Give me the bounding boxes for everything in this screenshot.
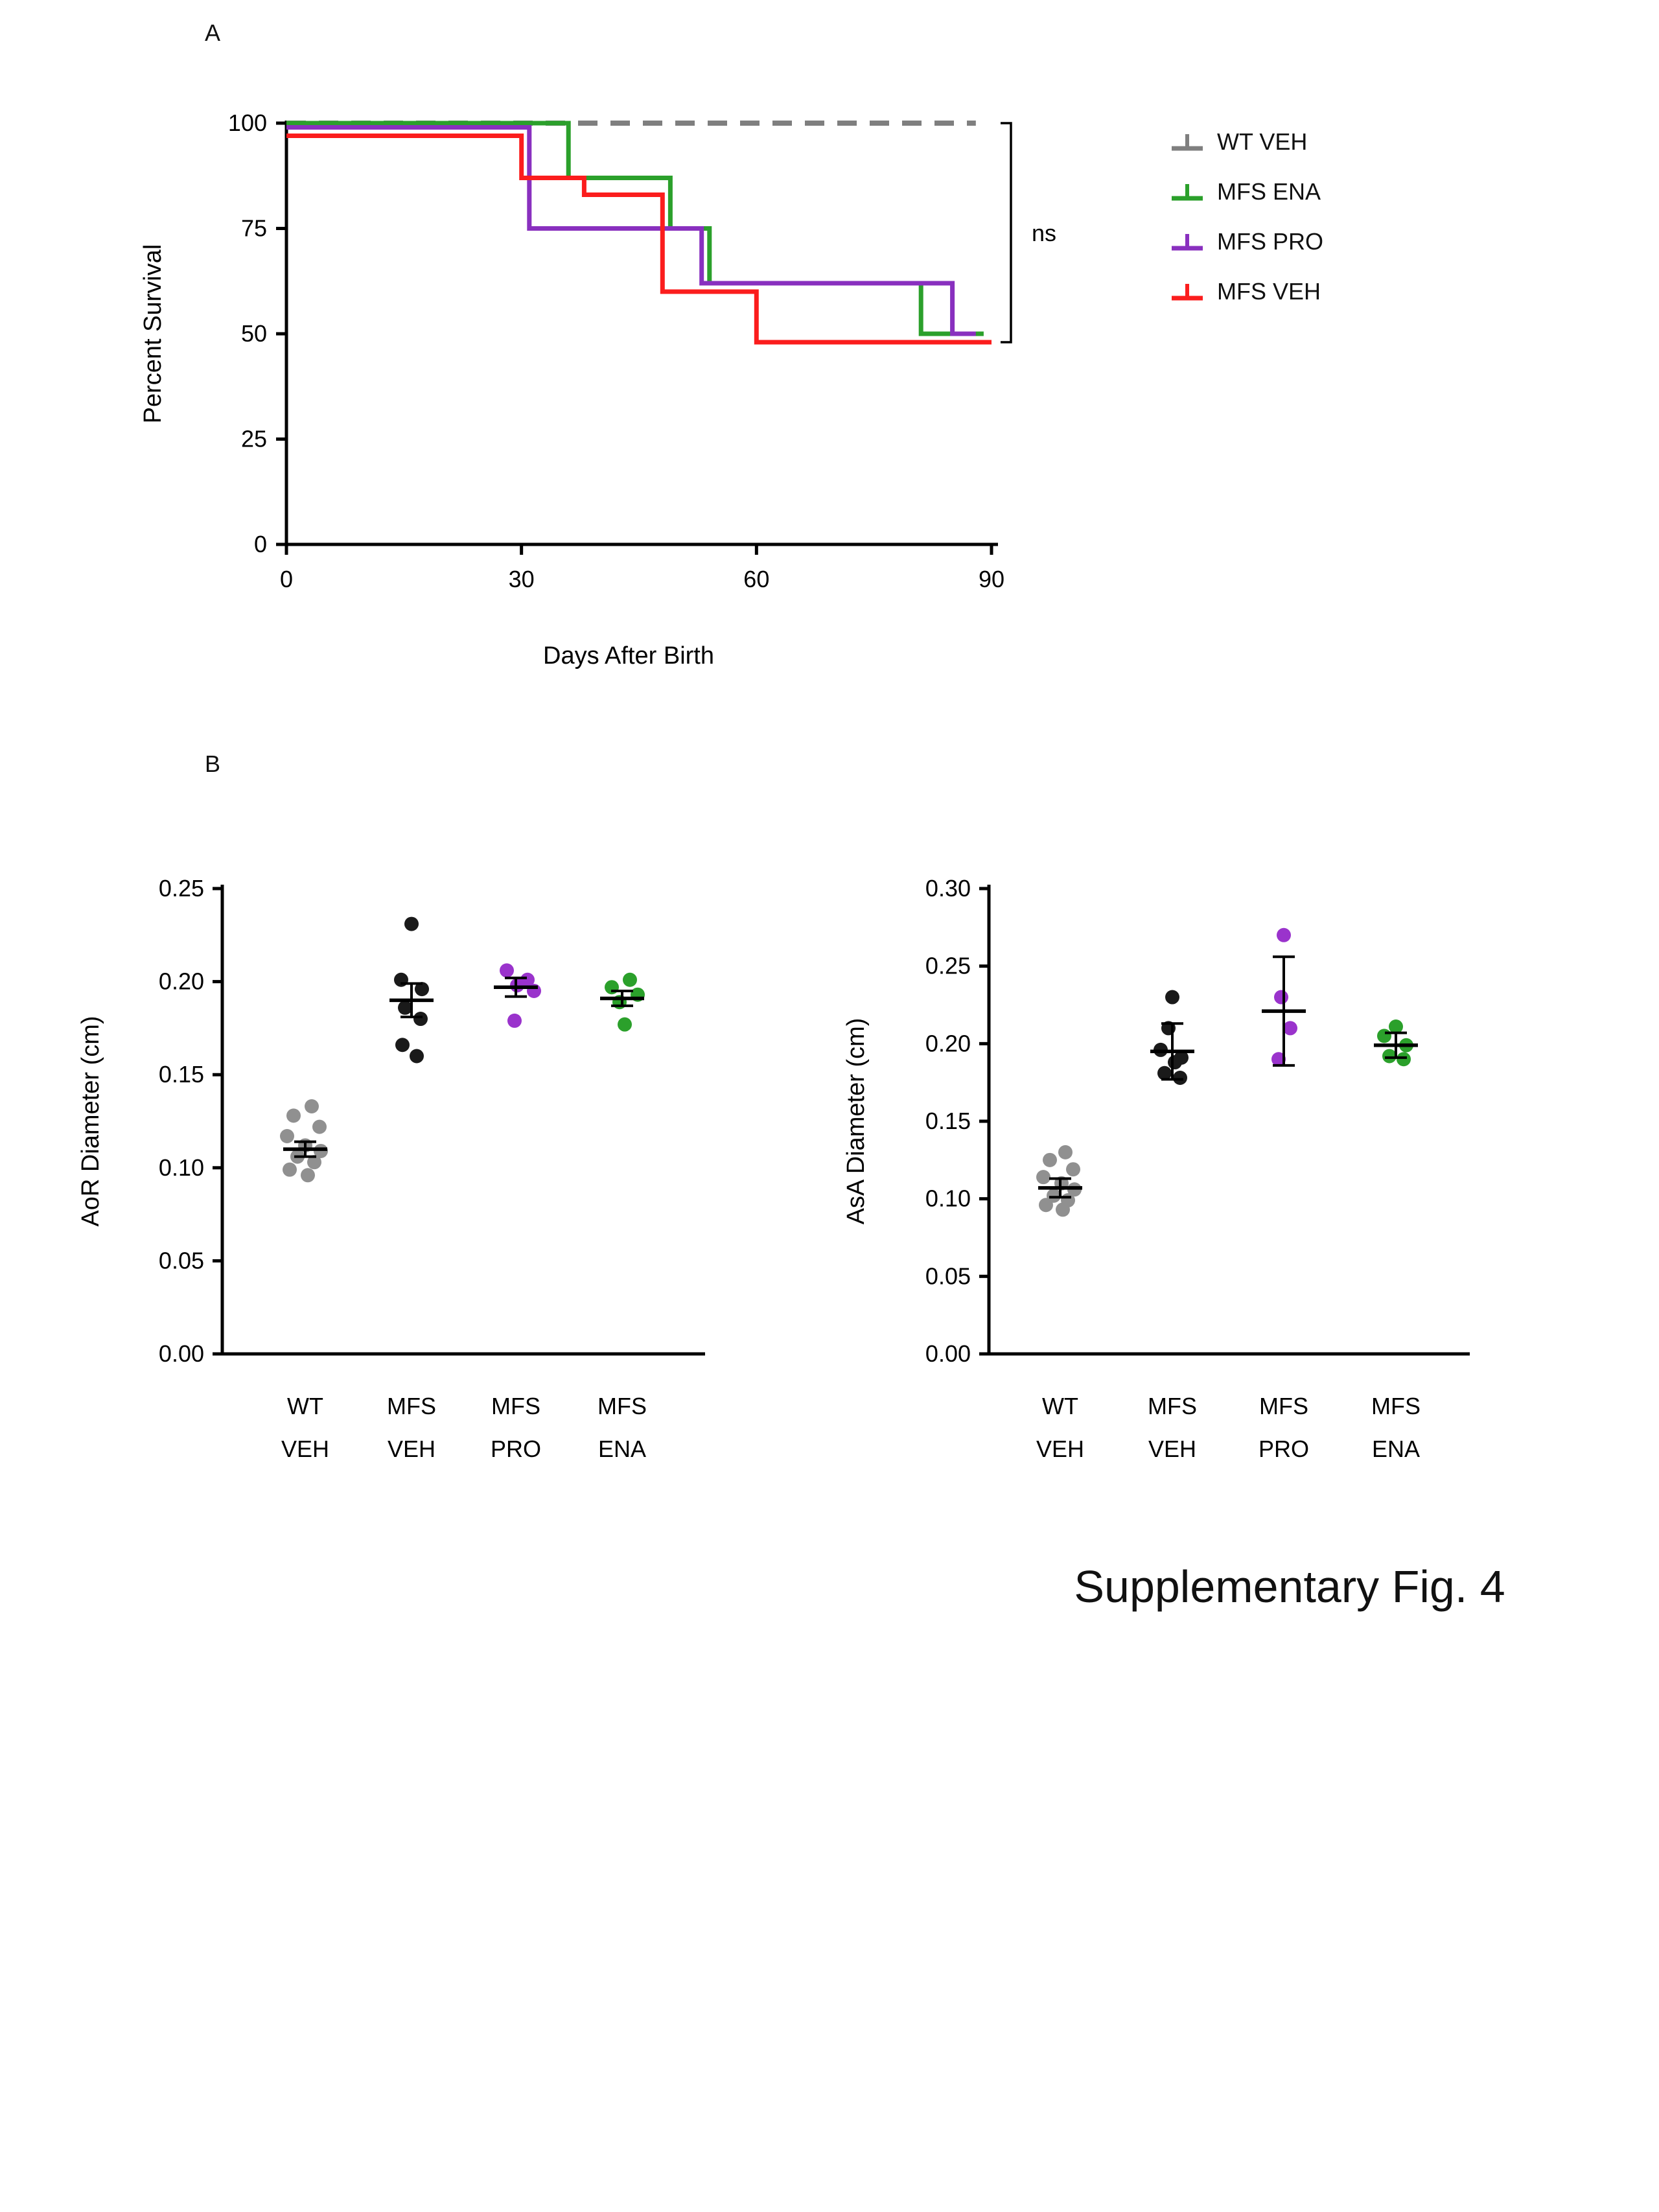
aor-y-axis-title: AoR Diameter (cm): [77, 1016, 104, 1226]
asa-data-point: [1173, 1070, 1187, 1085]
aor-data-point: [413, 1012, 428, 1027]
panel-b-label: B: [205, 751, 221, 777]
legend-item-mfs-ena: MFS ENA: [1166, 177, 1323, 207]
survival-y-tick-label: 25: [241, 426, 267, 452]
aor-data-point: [507, 1013, 522, 1028]
asa-y-tick-label: 0.00: [925, 1340, 971, 1367]
aor-data-point: [623, 972, 637, 987]
legend-label: MFS ENA: [1217, 178, 1321, 205]
asa-category-label: MFS: [1259, 1393, 1308, 1419]
survival-legend: WT VEH MFS ENA MFS PRO MFS VEH: [1166, 127, 1323, 327]
aor-data-point: [280, 1128, 294, 1143]
aor-category-label: MFS: [387, 1393, 436, 1419]
asa-data-point: [1168, 1055, 1182, 1070]
legend-label: WT VEH: [1217, 128, 1308, 155]
asa-data-point: [1274, 990, 1288, 1005]
legend-marker-icon: [1172, 184, 1203, 201]
survival-line-mfs-pro: [286, 125, 976, 336]
asa-category-label: VEH: [1036, 1436, 1084, 1462]
asa-category-label: PRO: [1259, 1436, 1309, 1462]
aor-data-point: [312, 1119, 327, 1134]
aor-y-tick-label: 0.15: [159, 1061, 204, 1088]
survival-x-tick-label: 90: [979, 566, 1004, 592]
asa-data-point: [1283, 1021, 1297, 1036]
asa-data-point: [1056, 1202, 1070, 1217]
asa-data-point: [1377, 1029, 1391, 1043]
aor-data-point: [283, 1162, 297, 1177]
aor-data-point: [307, 1155, 321, 1170]
panel-a-label: A: [205, 19, 221, 46]
aor-data-point: [301, 1168, 315, 1183]
asa-data-point: [1066, 1162, 1080, 1177]
survival-y-tick-label: 100: [228, 110, 267, 136]
asa-category-label: VEH: [1148, 1436, 1196, 1462]
aor-data-point: [500, 963, 514, 978]
asa-data-point: [1277, 927, 1291, 942]
legend-marker-icon: [1172, 284, 1203, 301]
survival-x-tick-label: 60: [743, 566, 769, 592]
legend-item-mfs-veh: MFS VEH: [1166, 277, 1323, 307]
survival-y-tick-label: 50: [241, 320, 267, 347]
aor-category-label: MFS: [597, 1393, 647, 1419]
survival-x-axis-title: Days After Birth: [543, 642, 714, 669]
asa-data-point: [1157, 1065, 1172, 1080]
legend-marker-icon: [1172, 134, 1203, 151]
asa-category-label: WT: [1042, 1393, 1078, 1419]
survival-line-mfs-veh: [286, 134, 992, 345]
survival-x-tick-label: 30: [509, 566, 535, 592]
asa-y-axis-title: AsA Diameter (cm): [842, 1018, 870, 1225]
asa-category-label: ENA: [1372, 1436, 1420, 1462]
asa-data-point: [1039, 1198, 1053, 1213]
aor-data-point: [404, 916, 419, 931]
aor-y-tick-label: 0.20: [159, 968, 204, 995]
aor-data-point: [398, 1000, 412, 1015]
aor-y-tick-label: 0.25: [159, 875, 204, 902]
asa-data-point: [1043, 1152, 1057, 1167]
aor-data-point: [415, 982, 429, 997]
figure-caption: Supplementary Fig. 4: [1074, 1561, 1505, 1612]
asa-data-point: [1036, 1170, 1050, 1185]
aor-y-tick-label: 0.10: [159, 1154, 204, 1181]
ns-bracket: [1001, 122, 1012, 343]
asa-category-label: MFS: [1148, 1393, 1197, 1419]
asa-y-tick-label: 0.20: [925, 1030, 971, 1056]
aor-data-point: [618, 1017, 632, 1032]
asa-y-tick-label: 0.05: [925, 1263, 971, 1289]
aor-data-point: [395, 1038, 410, 1053]
survival-y-tick-label: 0: [254, 531, 267, 557]
aor-data-point: [305, 1099, 319, 1114]
survival-y-axis-title: Percent Survival: [139, 244, 167, 424]
asa-data-point: [1165, 990, 1179, 1005]
survival-x-tick-label: 0: [280, 566, 293, 592]
aor-category-label: VEH: [388, 1436, 435, 1462]
asa-data-point: [1271, 1052, 1286, 1067]
aor-category-label: ENA: [598, 1436, 646, 1462]
aor-y-tick-label: 0.00: [159, 1340, 204, 1367]
aor-data-point: [410, 1049, 424, 1064]
asa-data-point: [1389, 1019, 1403, 1034]
legend-item-mfs-pro: MFS PRO: [1166, 227, 1323, 257]
legend-marker-icon: [1172, 234, 1203, 251]
aor-category-label: MFS: [491, 1393, 540, 1419]
asa-data-point: [1058, 1145, 1073, 1159]
aor-data-point: [286, 1108, 301, 1123]
asa-y-tick-label: 0.30: [925, 875, 971, 902]
asa-category-label: MFS: [1371, 1393, 1421, 1419]
asa-y-tick-label: 0.25: [925, 953, 971, 979]
aor-y-tick-label: 0.05: [159, 1247, 204, 1274]
asa-y-tick-label: 0.15: [925, 1108, 971, 1134]
asa-data-point: [1397, 1052, 1411, 1067]
aor-category-label: PRO: [491, 1436, 541, 1462]
asa-data-point: [1382, 1049, 1397, 1064]
asa-y-tick-label: 0.10: [925, 1185, 971, 1212]
legend-item-wt-veh: WT VEH: [1166, 127, 1323, 157]
ns-annotation: ns: [1032, 220, 1056, 246]
legend-label: MFS VEH: [1217, 278, 1321, 305]
survival-y-tick-label: 75: [241, 215, 267, 242]
aor-category-label: VEH: [281, 1436, 329, 1462]
aor-category-label: WT: [287, 1393, 323, 1419]
legend-label: MFS PRO: [1217, 228, 1324, 255]
